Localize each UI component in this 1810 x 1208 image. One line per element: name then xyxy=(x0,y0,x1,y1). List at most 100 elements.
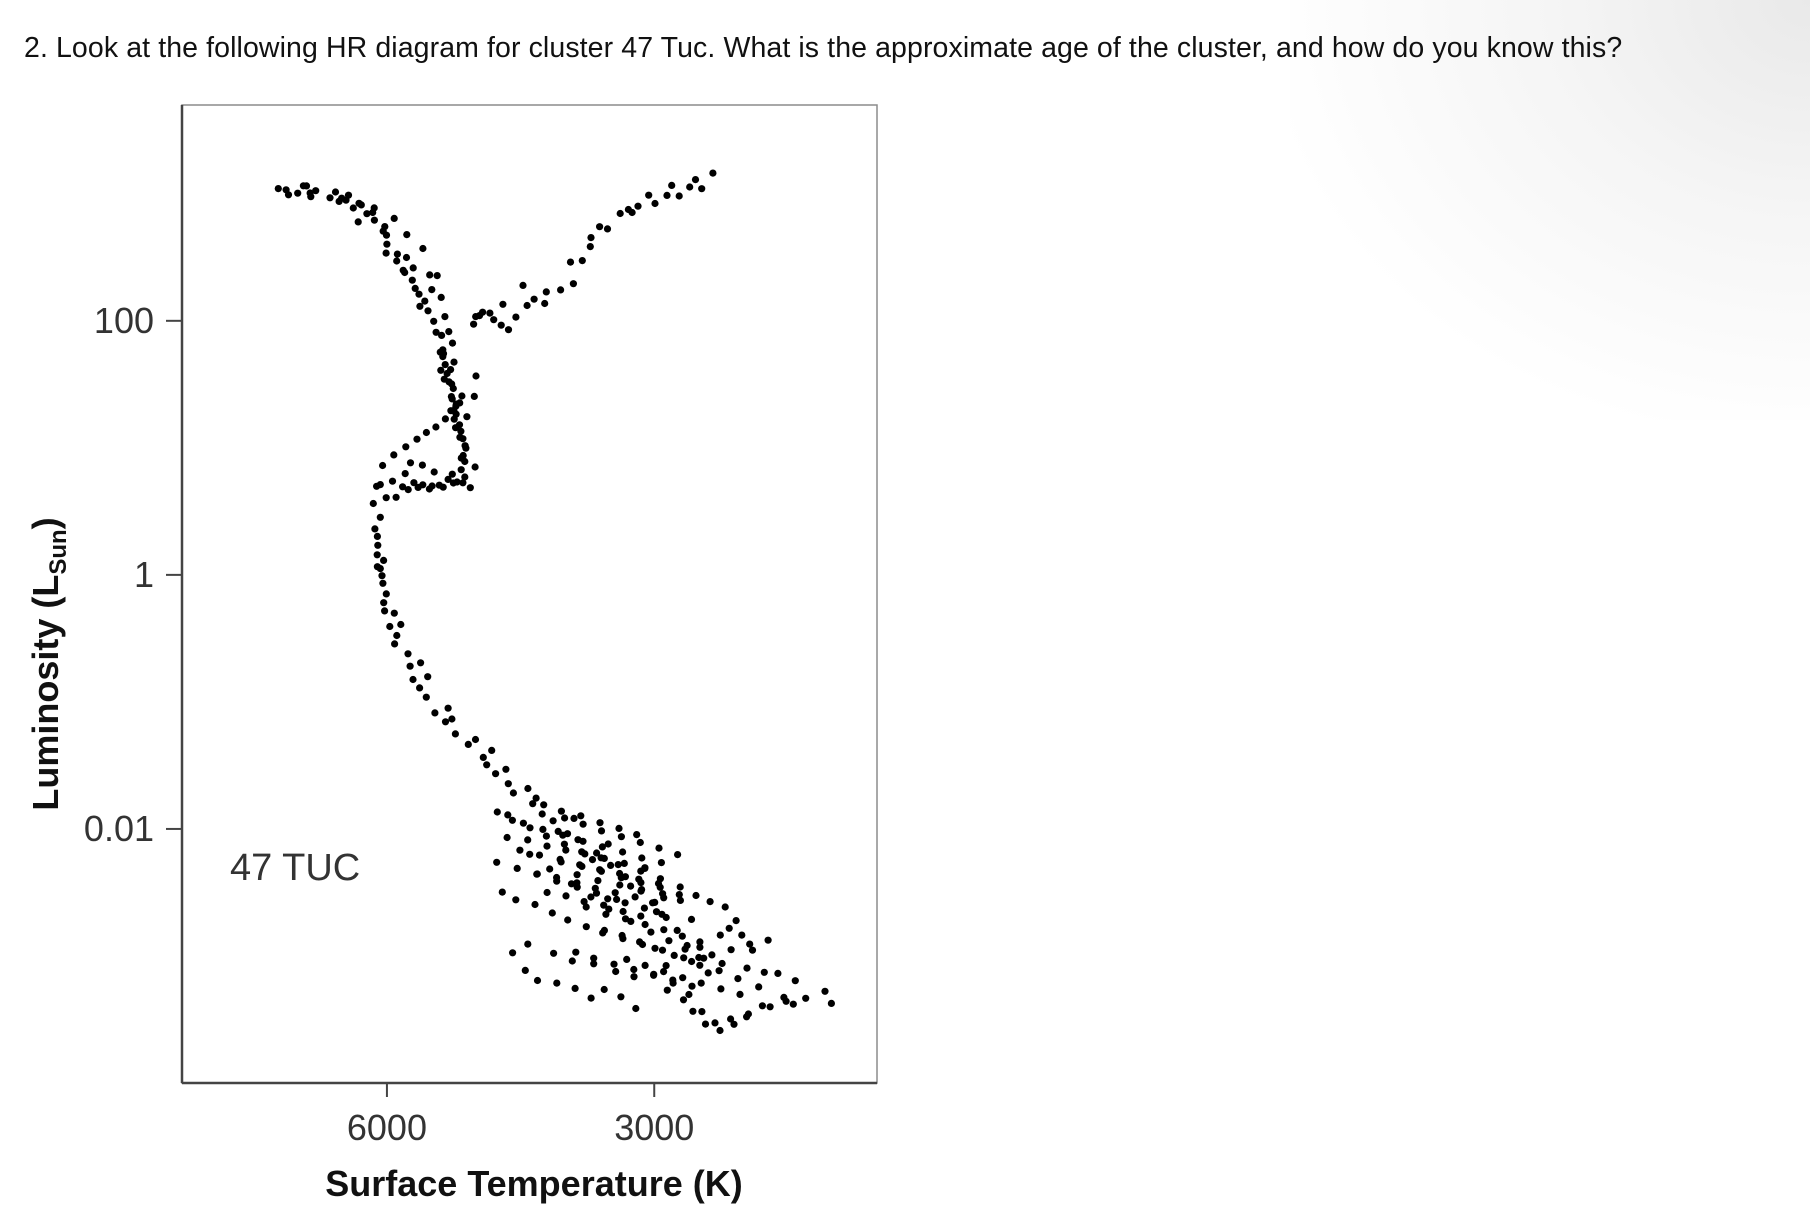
star-point xyxy=(675,891,683,899)
star-point xyxy=(631,893,639,901)
star-point xyxy=(582,923,590,931)
star-point xyxy=(526,850,534,858)
star-point xyxy=(588,856,597,864)
star-point xyxy=(658,910,666,918)
star-point xyxy=(382,494,390,502)
star-point xyxy=(573,883,581,891)
star-point xyxy=(573,871,581,879)
star-point xyxy=(688,957,696,966)
star-point xyxy=(578,257,586,265)
star-point xyxy=(755,983,763,991)
star-point xyxy=(704,969,712,977)
star-point xyxy=(274,185,282,193)
star-point xyxy=(380,599,388,607)
star-point xyxy=(430,468,438,476)
star-point xyxy=(663,986,671,994)
star-point xyxy=(448,380,456,388)
x-tick-label: 3000 xyxy=(614,1107,694,1148)
star-point xyxy=(603,225,612,233)
y-axis-ticks: 100 1 0.01 xyxy=(84,300,182,849)
star-point xyxy=(716,931,724,939)
star-point xyxy=(688,982,696,990)
star-point xyxy=(579,820,587,828)
star-point xyxy=(821,987,829,995)
star-point xyxy=(668,181,676,189)
star-point xyxy=(576,861,584,869)
star-point xyxy=(559,831,567,839)
star-point xyxy=(680,954,688,962)
star-point xyxy=(696,961,704,969)
star-point xyxy=(641,864,649,873)
star-point xyxy=(504,326,513,334)
star-point xyxy=(665,937,673,945)
star-point xyxy=(436,348,444,356)
star-point xyxy=(602,910,610,918)
star-point xyxy=(493,858,501,866)
star-point xyxy=(678,932,686,940)
star-point xyxy=(533,976,542,985)
star-point xyxy=(437,366,445,374)
star-point xyxy=(774,969,782,978)
star-point xyxy=(561,814,569,822)
star-point xyxy=(638,854,646,862)
star-point xyxy=(448,715,456,723)
star-point xyxy=(593,849,601,857)
star-point xyxy=(674,851,682,859)
star-point xyxy=(607,861,615,870)
star-point xyxy=(447,407,455,415)
star-point xyxy=(421,297,429,305)
star-point xyxy=(462,444,470,452)
star-point xyxy=(533,870,541,878)
star-point xyxy=(409,675,417,684)
star-point xyxy=(444,704,452,712)
star-point xyxy=(483,761,491,769)
star-point xyxy=(623,955,631,964)
star-point xyxy=(404,650,412,658)
star-point xyxy=(615,824,623,833)
star-point xyxy=(692,891,700,900)
star-point xyxy=(410,479,418,487)
star-point xyxy=(390,214,398,222)
star-point xyxy=(637,912,645,920)
star-point xyxy=(673,926,681,935)
star-point xyxy=(802,994,810,1002)
star-point xyxy=(391,640,399,648)
star-point xyxy=(662,962,670,970)
star-point xyxy=(512,896,520,904)
star-point xyxy=(413,435,421,443)
star-point xyxy=(376,513,384,521)
star-point xyxy=(619,907,627,916)
star-point xyxy=(636,838,644,847)
star-point xyxy=(590,954,598,962)
star-point xyxy=(738,931,746,939)
star-point xyxy=(727,946,735,954)
star-point xyxy=(596,819,604,827)
star-point xyxy=(450,415,458,423)
star-point xyxy=(569,280,578,288)
star-point xyxy=(543,888,551,897)
star-point xyxy=(383,240,391,248)
star-point xyxy=(499,300,507,308)
star-point xyxy=(472,372,480,380)
star-point xyxy=(633,831,641,839)
star-point xyxy=(696,938,704,946)
star-point xyxy=(670,951,678,960)
star-point xyxy=(658,946,667,954)
star-point xyxy=(612,967,620,976)
star-point xyxy=(461,473,469,481)
star-point xyxy=(550,949,558,957)
star-point xyxy=(697,979,705,987)
y-tick-label: 100 xyxy=(94,300,154,341)
y-axis-title-close: ) xyxy=(25,517,66,529)
star-point xyxy=(616,209,624,218)
star-point xyxy=(590,960,598,968)
star-point xyxy=(382,590,390,598)
star-point xyxy=(331,188,340,196)
star-point xyxy=(448,470,456,478)
star-point xyxy=(488,746,496,755)
star-point xyxy=(535,851,544,859)
star-point xyxy=(557,286,565,294)
star-point xyxy=(406,459,415,467)
star-point xyxy=(600,901,608,909)
star-point xyxy=(562,846,570,854)
